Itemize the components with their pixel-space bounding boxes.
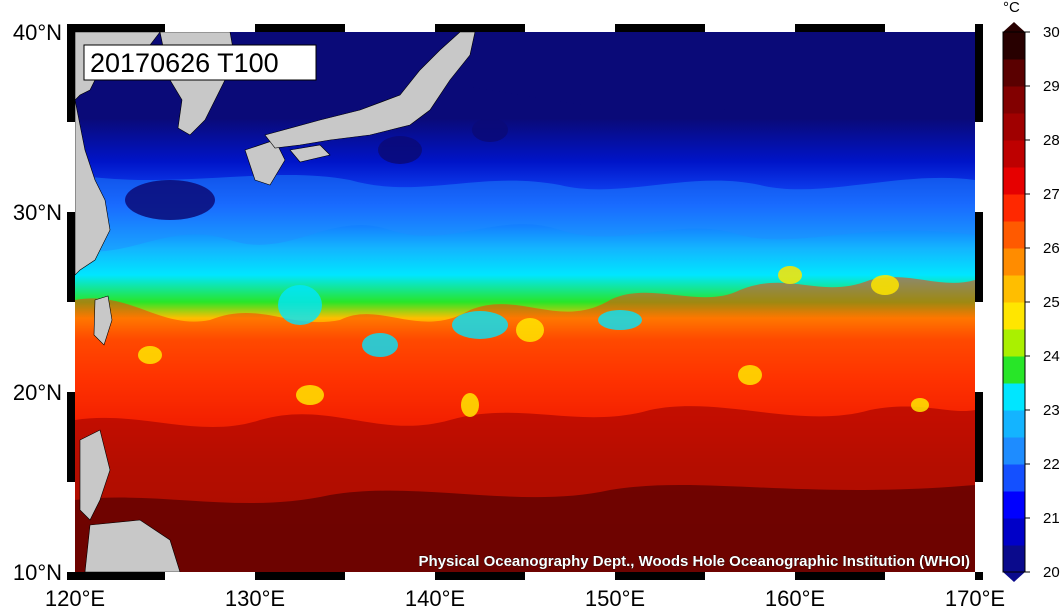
frame-stripe: [67, 122, 75, 212]
cool-eddies: [278, 285, 642, 357]
colorbar-label: 28: [1043, 132, 1060, 149]
colorbar-label: 27: [1043, 186, 1060, 203]
colorbar-segment: [1003, 545, 1025, 573]
longitude-tick-label: 130°E: [225, 586, 285, 610]
latitude-tick-label: 30°N: [13, 200, 62, 225]
colorbar-segment: [1003, 329, 1025, 357]
frame-stripe: [67, 482, 75, 572]
latitude-tick-label: 40°N: [13, 20, 62, 45]
credit-text: Physical Oceanography Dept., Woods Hole …: [419, 553, 970, 570]
map-title: 20170626 T100: [90, 48, 279, 78]
longitude-tick-label: 160°E: [765, 586, 825, 610]
frame-stripe: [67, 302, 75, 392]
longitude-tick-label: 140°E: [405, 586, 465, 610]
colorbar-segment: [1003, 59, 1025, 87]
colorbar-segment: [1003, 86, 1025, 114]
warm-eddies: [138, 266, 929, 417]
frame-stripe: [525, 572, 615, 580]
frame-stripe: [975, 302, 983, 392]
colorbar-label: 20: [1043, 564, 1060, 581]
colorbar-min-arrow: [1003, 572, 1025, 582]
colorbar-segment: [1003, 194, 1025, 222]
colorbar-segment: [1003, 491, 1025, 519]
colorbar-segment: [1003, 410, 1025, 438]
colorbar-segment: [1003, 140, 1025, 168]
japan-honshu: [264, 32, 476, 149]
colorbar-label: 26: [1043, 240, 1060, 257]
taiwan: [93, 295, 113, 346]
colorbar-label: 30: [1043, 24, 1060, 41]
frame-stripe: [525, 24, 615, 32]
philippines-south: [84, 519, 181, 572]
frame-stripe: [165, 24, 255, 32]
colorbar-segment: [1003, 437, 1025, 465]
longitude-tick-label: 150°E: [585, 586, 645, 610]
colorbar-segment: [1003, 302, 1025, 330]
longitude-tick-label: 170°E: [945, 586, 1005, 610]
colorbar-segment: [1003, 167, 1025, 195]
frame-stripe: [705, 24, 795, 32]
frame-stripe: [345, 24, 435, 32]
colorbar-segment: [1003, 32, 1025, 60]
colorbar-label: 23: [1043, 402, 1060, 419]
colorbar-label: 22: [1043, 456, 1060, 473]
cool-eddy-band: [75, 175, 975, 252]
china-mainland: [75, 99, 111, 276]
frame-stripe: [885, 572, 975, 580]
colorbar-segment: [1003, 383, 1025, 411]
colorbar-max-arrow: [1003, 22, 1025, 32]
colorbar-label: 29: [1043, 78, 1060, 95]
longitude-axis: 120°E 130°E 140°E 150°E 160°E 170°E: [45, 586, 1005, 610]
colorbar-segment: [1003, 518, 1025, 546]
colorbar-unit: °C: [1003, 0, 1020, 16]
colorbar-segment: [1003, 221, 1025, 249]
longitude-tick-label: 120°E: [45, 586, 105, 610]
colorbar: °C 30 29 28 27 26 25 24 23 22 21 20: [1002, 0, 1060, 582]
frame-stripe: [165, 572, 255, 580]
frame-stripe: [975, 122, 983, 212]
latitude-tick-label: 20°N: [13, 380, 62, 405]
colorbar-segment: [1003, 356, 1025, 384]
japan-shikoku: [289, 144, 331, 163]
frame-stripe: [705, 572, 795, 580]
luzon: [79, 429, 111, 521]
frame-stripe: [345, 572, 435, 580]
colorbar-label: 24: [1043, 348, 1060, 365]
frame-stripe: [885, 24, 975, 32]
colorbar-segment: [1003, 275, 1025, 303]
deep-warm-band: [75, 485, 975, 572]
latitude-tick-label: 10°N: [13, 560, 62, 585]
map-title-box: 20170626 T100: [83, 44, 317, 81]
colorbar-label: 21: [1043, 510, 1060, 527]
colorbar-segment: [1003, 464, 1025, 492]
latitude-axis: 40°N 30°N 20°N 10°N: [13, 20, 62, 585]
colorbar-segment: [1003, 113, 1025, 141]
cold-eddies: [125, 118, 508, 220]
frame-stripe: [975, 482, 983, 572]
temperature-field: [75, 32, 975, 572]
colorbar-label: 25: [1043, 294, 1060, 311]
colorbar-segment: [1003, 248, 1025, 276]
